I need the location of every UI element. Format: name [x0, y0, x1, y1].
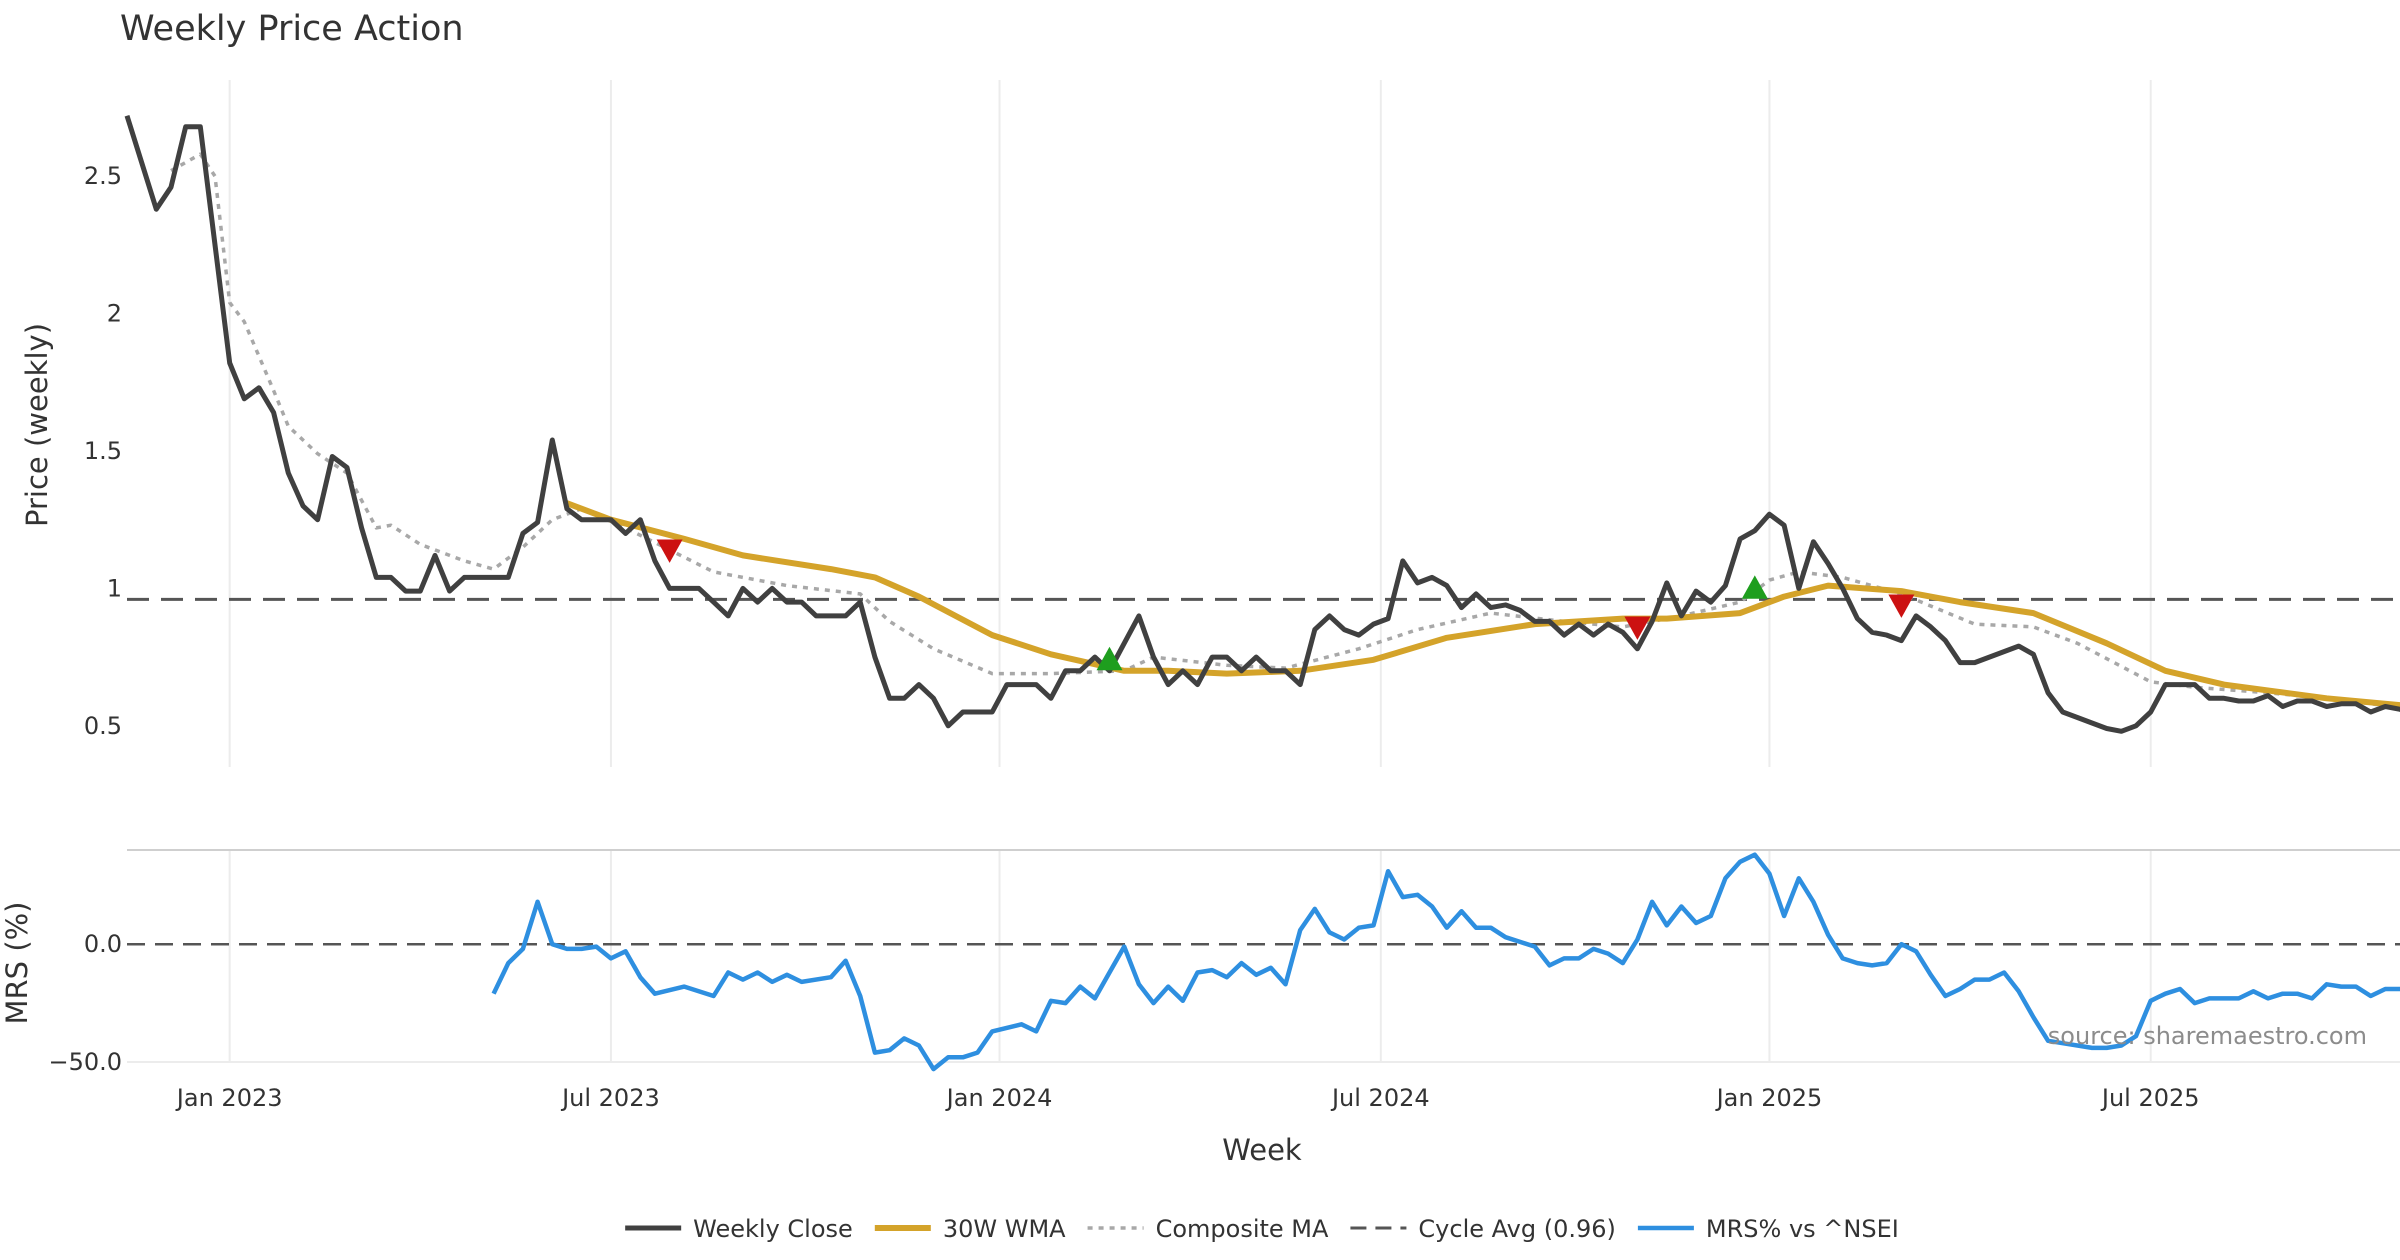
mrs-grid: [127, 850, 2400, 1063]
weekly-close-line: [124, 114, 2400, 734]
x-tick-label: Jul 2025: [2100, 1084, 2200, 1112]
x-tick-label: Jan 2024: [945, 1084, 1053, 1112]
x-tick-label: Jul 2024: [1330, 1084, 1430, 1112]
x-axis-label: Week: [1222, 1133, 1302, 1167]
chart-title: Weekly Price Action: [120, 9, 464, 49]
sell-marker: [656, 539, 683, 563]
price-y-tick-label: 2.5: [84, 162, 122, 190]
legend-label-close: Weekly Close: [693, 1215, 853, 1243]
wma-30w-line: [563, 500, 2400, 709]
mrs-line: [491, 852, 2400, 1072]
mrs-y-axis-label: MRS (%): [0, 902, 34, 1025]
x-tick-label: Jan 2025: [1715, 1084, 1823, 1112]
signal-markers: [656, 539, 1915, 671]
price-y-tick-label: 1: [107, 574, 122, 602]
price-y-tick-label: 2: [107, 300, 122, 328]
legend: Weekly Close 30W WMA Composite MA Cycle Avg…: [625, 1215, 1899, 1243]
legend-label-cycle: Cycle Avg (0.96): [1418, 1215, 1615, 1243]
price-grid: [228, 80, 2152, 767]
source-note: source: sharemaestro.com: [2048, 1022, 2367, 1050]
price-y-ticks: 0.5 1 1.5 2 2.5: [84, 162, 122, 740]
mrs-y-ticks: 0.0 −50.0: [48, 930, 122, 1076]
x-tick-label: Jul 2023: [560, 1084, 660, 1112]
price-y-tick-label: 1.5: [84, 437, 122, 465]
x-axis-ticks: Jan 2023 Jul 2023 Jan 2024 Jul 2024 Jan 2025…: [175, 1084, 2200, 1112]
legend-label-wma: 30W WMA: [943, 1215, 1066, 1243]
buy-marker: [1096, 646, 1123, 671]
price-y-axis-label: Price (weekly): [20, 323, 54, 527]
price-y-tick-label: 0.5: [84, 712, 122, 740]
legend-label-composite: Composite MA: [1156, 1215, 1329, 1243]
legend-label-mrs: MRS% vs ^NSEI: [1706, 1215, 1899, 1243]
sell-marker: [1624, 616, 1651, 640]
buy-marker: [1741, 575, 1768, 599]
sell-marker: [1888, 594, 1915, 618]
mrs-y-tick-label: 0.0: [84, 930, 122, 958]
mrs-y-tick-label: −50.0: [48, 1048, 122, 1076]
x-tick-label: Jan 2023: [175, 1084, 283, 1112]
